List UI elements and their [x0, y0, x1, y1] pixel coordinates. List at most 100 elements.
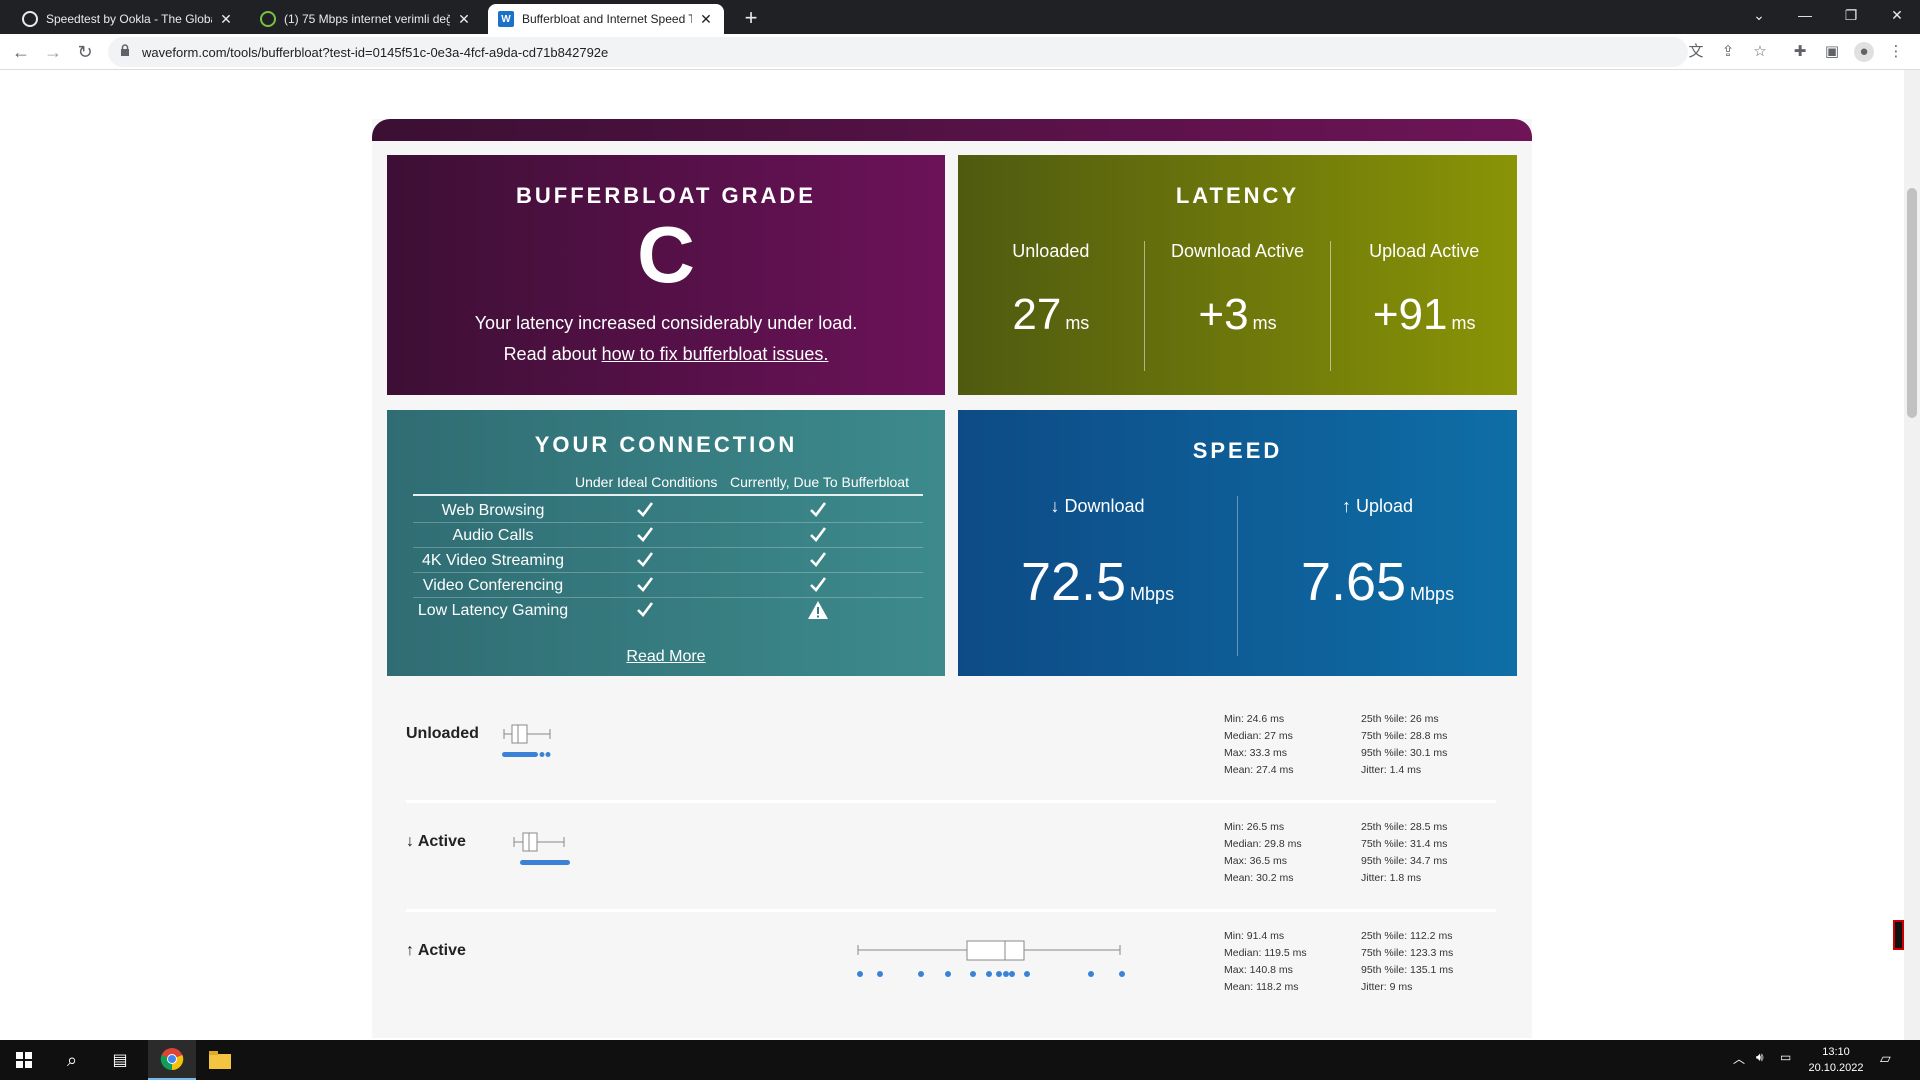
side-panel-icon[interactable]: ▣: [1824, 43, 1840, 60]
stat-jitter: Jitter: 9 ms: [1361, 981, 1413, 993]
checkmark-icon: [633, 550, 657, 570]
stats-right: 25th %ile: 112.2 ms 75th %ile: 123.3 ms …: [1361, 928, 1453, 996]
latency-card: LATENCY Unloaded 27 ms Download Active +3…: [958, 155, 1517, 395]
results-header-band: [372, 119, 1532, 141]
unloaded-boxplot: [502, 724, 551, 757]
grade-description: Your latency increased considerably unde…: [474, 313, 858, 333]
forward-arrow-icon[interactable]: →: [44, 42, 62, 62]
latency-unloaded: Unloaded 27 ms: [958, 241, 1144, 371]
tray-chevron-icon[interactable]: ︿: [1733, 1052, 1746, 1066]
chrome-taskbar-icon[interactable]: [148, 1040, 196, 1080]
row-separator: [406, 800, 1496, 803]
checkmark-icon: [633, 525, 657, 545]
new-tab-button[interactable]: +: [744, 5, 758, 30]
notifications-icon[interactable]: ▱: [1880, 1050, 1891, 1066]
stats-right: 25th %ile: 28.5 ms 75th %ile: 31.4 ms 95…: [1361, 819, 1447, 887]
connection-row: Audio Calls: [413, 523, 923, 548]
detail-row-unloaded: Unloaded Min: 24.6 ms Median: 27 ms Max:…: [406, 711, 1496, 801]
stat-median: Median: 27 ms: [1224, 730, 1293, 742]
address-bar[interactable]: waveform.com/tools/bufferbloat?test-id=0…: [108, 37, 1688, 67]
close-icon[interactable]: ✕: [700, 10, 712, 27]
latency-unit: ms: [1065, 313, 1090, 333]
speed-columns: ↓ Download 72.5 Mbps ↑ Upload 7.65 Mbps: [958, 496, 1517, 656]
download-active-boxplot: [513, 832, 570, 865]
stat-p95: 95th %ile: 30.1 ms: [1361, 747, 1448, 759]
stat-max: Max: 36.5 ms: [1224, 855, 1288, 867]
checkmark-icon: [806, 575, 830, 595]
download-value: 72.5 Mbps: [958, 551, 1237, 613]
page-scrollbar[interactable]: [1904, 70, 1920, 1040]
stat-p75: 75th %ile: 31.4 ms: [1361, 838, 1448, 850]
clock-time: 13:10: [1822, 1046, 1850, 1058]
network-icon[interactable]: ▭: [1780, 1050, 1792, 1064]
close-icon[interactable]: ✕: [220, 10, 232, 27]
checkmark-icon: [806, 525, 830, 545]
connection-table: Web Browsing Audio Calls 4K Video Streamin…: [413, 498, 923, 623]
column-ideal-header: Under Ideal Conditions: [575, 474, 718, 490]
close-icon[interactable]: ✕: [458, 10, 470, 27]
taskbar-clock[interactable]: 13:10 20.10.2022: [1806, 1044, 1866, 1076]
tab-bufferbloat[interactable]: W Bufferbloat and Internet Speed T ✕: [488, 4, 724, 34]
download-speed: ↓ Download 72.5 Mbps: [958, 496, 1237, 656]
grade-letter: C: [637, 210, 695, 299]
fix-bufferbloat-link[interactable]: how to fix bufferbloat issues.: [601, 344, 829, 364]
activity-name: Audio Calls: [452, 527, 534, 544]
back-arrow-icon[interactable]: ←: [12, 42, 30, 62]
latency-upload-active: Upload Active +91 ms: [1330, 241, 1517, 371]
latency-title: LATENCY: [1175, 183, 1300, 208]
speedtest-favicon-icon: [22, 11, 38, 27]
search-icon[interactable]: ⌕: [66, 1049, 78, 1070]
bookmark-star-icon[interactable]: ☆: [1753, 43, 1767, 60]
upload-number: 7.65: [1300, 552, 1407, 612]
volume-icon[interactable]: 🔊︎: [1756, 1050, 1764, 1064]
activity-name: Low Latency Gaming: [417, 602, 569, 619]
activity-name: 4K Video Streaming: [421, 552, 564, 569]
latency-number: +3: [1198, 290, 1249, 339]
grade-read-line: Read about how to fix bufferbloat issues…: [387, 344, 945, 365]
detail-row-upload-active: ↑ Active Min: 91.4 ms Median: 119.5 ms M…: [406, 928, 1496, 1018]
menu-kebab-icon[interactable]: ⋮: [1888, 43, 1904, 60]
upload-active-boxplot: [857, 940, 1125, 977]
latency-unit: ms: [1252, 313, 1277, 333]
read-more-link[interactable]: Read More: [626, 648, 706, 665]
close-window-button[interactable]: ✕: [1891, 7, 1903, 23]
page-viewport: BUFFERBLOAT GRADE C Your latency increas…: [0, 71, 1904, 1038]
windows-start-icon[interactable]: [0, 1040, 48, 1080]
stats-left: Min: 24.6 ms Median: 27 ms Max: 33.3 ms …: [1224, 711, 1293, 779]
checkmark-icon: [633, 575, 657, 595]
extensions-icon[interactable]: ✚: [1793, 43, 1807, 60]
floating-widget-icon[interactable]: [1893, 920, 1904, 950]
column-current-header: Currently, Due To Bufferbloat: [730, 474, 909, 490]
tab-title: (1) 75 Mbps internet verimli değ: [284, 12, 450, 26]
bufferbloat-grade-card: BUFFERBLOAT GRADE C Your latency increas…: [387, 155, 945, 395]
checkmark-icon: [633, 600, 657, 620]
latency-label: Download Active: [1170, 241, 1305, 261]
scrollbar-thumb[interactable]: [1907, 188, 1917, 418]
tab-speedtest[interactable]: Speedtest by Ookla - The Global ✕: [12, 4, 244, 34]
latency-value: 27 ms: [958, 290, 1144, 340]
stats-left: Min: 26.5 ms Median: 29.8 ms Max: 36.5 m…: [1224, 819, 1302, 887]
warning-icon: [806, 600, 830, 620]
stat-p25: 25th %ile: 26 ms: [1361, 713, 1439, 725]
clock-date: 20.10.2022: [1808, 1062, 1864, 1074]
tab-search-icon[interactable]: ⌄: [1753, 7, 1765, 23]
translate-icon[interactable]: 文: [1688, 43, 1704, 60]
tab-bar: Speedtest by Ookla - The Global ✕ (1) 75…: [0, 0, 1920, 34]
connection-title: YOUR CONNECTION: [534, 432, 798, 457]
restore-button[interactable]: ❐: [1844, 7, 1858, 23]
minimize-button[interactable]: —: [1798, 7, 1812, 23]
reload-icon[interactable]: ↻: [77, 42, 93, 62]
row-separator: [406, 909, 1496, 912]
tab-title: Bufferbloat and Internet Speed T: [522, 12, 692, 26]
stat-mean: Mean: 30.2 ms: [1224, 872, 1294, 884]
file-explorer-icon[interactable]: [196, 1040, 244, 1080]
stat-p25: 25th %ile: 28.5 ms: [1361, 821, 1448, 833]
lock-icon: [121, 44, 129, 56]
task-view-icon[interactable]: ▤: [112, 1052, 128, 1069]
profile-icon[interactable]: ●: [1854, 42, 1874, 62]
tab-forum[interactable]: (1) 75 Mbps internet verimli değ ✕: [250, 4, 482, 34]
latency-value: +3 ms: [1145, 290, 1331, 340]
share-icon[interactable]: ⇪: [1721, 43, 1735, 60]
stat-min: Min: 91.4 ms: [1224, 930, 1285, 942]
stat-max: Max: 33.3 ms: [1224, 747, 1288, 759]
